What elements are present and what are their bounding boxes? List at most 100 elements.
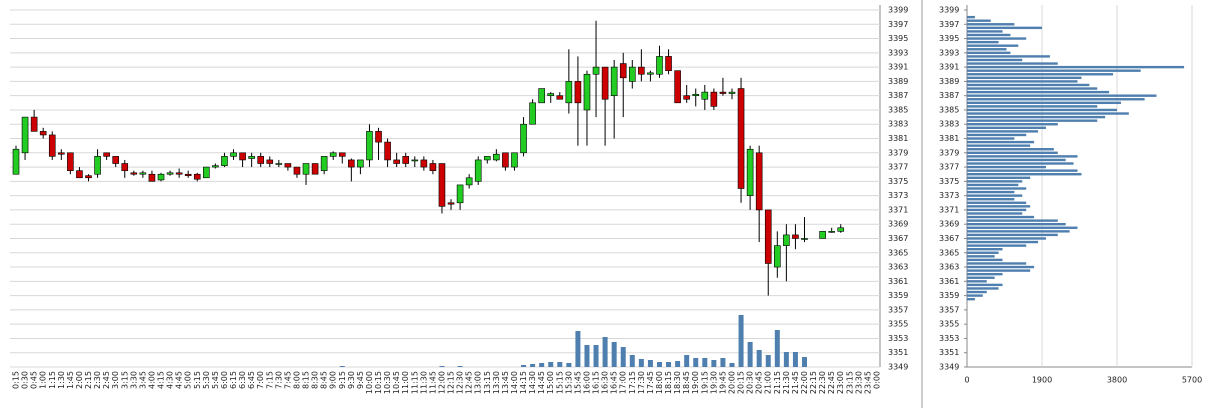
volume-bar (720, 358, 726, 367)
x-tick-label: 6:30 (238, 371, 247, 389)
candle-body (447, 202, 455, 205)
candle-body (710, 91, 718, 107)
candle-body (130, 172, 138, 175)
profile-bar (967, 283, 1003, 287)
candle-body (166, 172, 174, 175)
candle-body (538, 88, 545, 104)
volume-bar (530, 364, 536, 367)
profile-bar (967, 26, 1042, 30)
y-tick-label: 3353 (888, 334, 908, 343)
candle-body (692, 93, 700, 96)
x-tick-label: 19:15 (700, 371, 709, 394)
x-tick-label: 10:00 (365, 371, 374, 394)
x-tick-label: 18:00 (655, 371, 664, 394)
y-tick-label: 3385 (888, 105, 908, 114)
candle-body (665, 56, 672, 71)
profile-bar (967, 294, 983, 297)
x-tick-label: 20:15 (737, 371, 746, 394)
candle-body (212, 165, 219, 168)
candle-body (647, 72, 654, 75)
x-tick-label: 19:00 (691, 371, 700, 394)
profile-bar (967, 137, 1015, 140)
candle-body (502, 152, 509, 168)
volume-bar (747, 342, 753, 367)
x-tick-label: 11:30 (419, 371, 428, 394)
candle-body (384, 141, 391, 161)
profile-bar (967, 69, 1141, 72)
x-tick-label: 3:30 (129, 371, 138, 389)
y-tick-label: 3351 (888, 348, 908, 357)
candle-body (103, 152, 110, 157)
x-tick-label: 18:45 (682, 371, 691, 394)
x-tick-label: 22:00 (800, 371, 809, 394)
x-tick-label: 7:30 (274, 371, 283, 389)
y-tick-label: 3355 (939, 320, 959, 329)
candle-body (737, 88, 745, 189)
profile-bar (967, 215, 1035, 219)
profile-bar (967, 269, 1031, 272)
x-tick-label: 4:30 (166, 371, 175, 389)
y-tick-label: 3373 (939, 191, 959, 200)
x-tick-label: 16:00 (582, 371, 591, 394)
profile-bar (967, 233, 1058, 237)
x-tick-label: 13:30 (492, 371, 501, 394)
x-tick-label: 10:30 (383, 371, 392, 394)
x-tick-label: 18:30 (673, 371, 682, 394)
volume-bar (629, 355, 635, 367)
profile-bar (967, 94, 1157, 97)
profile-bar (967, 19, 991, 22)
volume-bar (593, 345, 599, 367)
volume-bar (656, 362, 662, 367)
x-tick-label: 2:00 (75, 371, 84, 389)
candle-body (121, 163, 129, 171)
x-tick-label: 10:45 (392, 371, 401, 394)
volume-bar (801, 357, 807, 367)
y-tick-label: 3353 (939, 334, 959, 343)
volume-bar (339, 366, 345, 367)
volume-bar (539, 363, 545, 367)
candle-body (357, 159, 364, 168)
y-tick-label: 3391 (888, 63, 908, 72)
candle-body (148, 173, 156, 182)
candle-body (248, 156, 255, 159)
x-tick-label: 22:15 (809, 371, 818, 394)
candle-body (94, 156, 101, 175)
candle-body (39, 131, 47, 136)
volume-bar (620, 347, 626, 367)
candle-body (48, 134, 56, 157)
candle-body (556, 95, 564, 100)
profile-bar (967, 165, 1046, 169)
y-tick-label: 3357 (888, 305, 908, 314)
x-tick-label: 17:00 (619, 371, 628, 394)
y-tick-label: 3357 (939, 305, 959, 314)
y-tick-label: 3363 (888, 263, 908, 272)
profile-bar (967, 230, 1070, 233)
x-tick-label: 2:45 (102, 371, 111, 389)
profile-bar (967, 151, 1058, 154)
y-tick-label: 3389 (939, 77, 959, 86)
x-tick-label: 16:15 (592, 371, 601, 394)
candle-body (76, 170, 83, 179)
x-tick-label: 0:30 (21, 371, 30, 389)
volume-bar (675, 361, 681, 367)
x-tick-label: 9:30 (347, 371, 356, 389)
candle-body (529, 102, 536, 125)
x-tick-label: 10:15 (374, 371, 383, 394)
profile-bar (967, 98, 1145, 101)
x-tick-label: 4:45 (175, 371, 184, 389)
profile-bar (967, 272, 1003, 276)
candle-body (674, 70, 681, 104)
candle-body (801, 238, 808, 240)
candle-body (719, 91, 727, 94)
profile-bar (967, 140, 1035, 144)
volume-bar (711, 360, 717, 367)
profile-bar (967, 123, 1058, 126)
profile-bar (967, 48, 1007, 51)
x-tick-label: 20:45 (755, 371, 764, 394)
profile-bar (967, 183, 1019, 187)
candle-body (728, 91, 736, 94)
profile-bar (967, 148, 1054, 151)
volume-bar (548, 362, 554, 367)
y-tick-label: 3375 (888, 177, 908, 186)
y-tick-label: 3359 (939, 291, 959, 300)
